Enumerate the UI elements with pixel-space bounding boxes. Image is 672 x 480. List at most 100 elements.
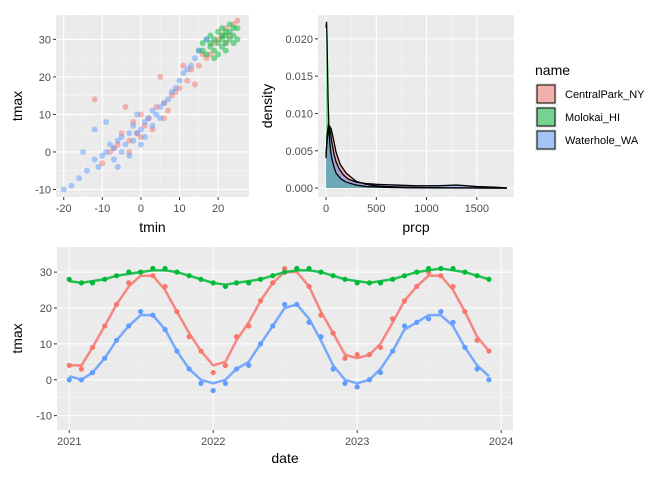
point-Molokai_HI [207,32,214,39]
point-Waterhole_WA [145,115,152,122]
point-Waterhole_WA [114,137,121,144]
point-Waterhole_WA [138,308,144,315]
x-tick-label: 2021 [57,436,81,448]
y-axis-title: tmax [9,91,25,121]
panel-background [318,15,514,197]
y-tick-label: 30 [39,34,51,46]
point-Molokai_HI [222,47,229,54]
y-tick-label: 0.015 [285,71,313,83]
legend-label: CentralPark_NY [565,89,645,101]
point-Waterhole_WA [95,163,102,170]
legend-label: Waterhole_WA [565,135,639,147]
point-Waterhole_WA [141,118,148,125]
point-Molokai_HI [211,47,218,54]
x-tick-label: 10 [173,203,185,215]
y-tick-label: 10 [40,339,52,351]
point-Waterhole_WA [134,130,141,137]
point-Molokai_HI [234,36,241,43]
point-Waterhole_WA [76,175,83,182]
point-Waterhole_WA [126,130,133,137]
legend-label: Molokai_HI [565,112,620,124]
density-line-Waterhole_WA [325,123,508,189]
point-Waterhole_WA [91,156,98,163]
point-CentralPark_NY [99,160,106,167]
x-tick-label: 2022 [201,436,225,448]
point-Waterhole_WA [354,384,360,390]
point-Waterhole_WA [246,362,252,369]
point-Molokai_HI [215,51,222,58]
point-Waterhole_WA [107,141,114,148]
point-Waterhole_WA [161,100,168,107]
point-CentralPark_NY [234,17,241,24]
point-CentralPark_NY [195,62,202,69]
y-tick-label: -10 [35,184,51,196]
point-Waterhole_WA [184,66,191,73]
x-tick-label: -20 [56,203,72,215]
y-tick-label: -10 [36,411,52,423]
point-CentralPark_NY [184,77,191,84]
point-Molokai_HI [215,28,222,35]
y-tick-label: 0.005 [285,146,313,158]
point-CentralPark_NY [222,362,229,369]
point-Waterhole_WA [149,122,156,129]
point-Waterhole_WA [401,323,408,329]
point-Waterhole_WA [222,380,229,386]
point-Waterhole_WA [99,152,106,159]
point-Waterhole_WA [195,47,202,54]
point-Waterhole_WA [153,111,160,118]
point-Molokai_HI [226,21,233,28]
point-Molokai_HI [218,32,225,39]
y-axis-title: density [259,84,275,128]
panel-date_tmax: 2021 2022 2023 2024 -10 0 10 20 30 date tmax [9,247,513,466]
point-Waterhole_WA [180,70,187,77]
point-Waterhole_WA [149,107,156,114]
point-CentralPark_NY [164,107,171,114]
point-Waterhole_WA [164,96,171,103]
point-Waterhole_WA [68,182,75,189]
point-Waterhole_WA [103,148,110,155]
y-tick-label: 30 [40,267,52,279]
smooth-line-Molokai_HI [69,267,490,286]
point-Waterhole_WA [486,377,492,383]
point-Waterhole_WA [168,88,175,95]
y-tick-label: 10 [39,109,51,121]
point-Molokai_HI [226,36,233,43]
x-tick-label: 1000 [414,203,438,215]
point-CentralPark_NY [282,265,288,272]
point-Molokai_HI [203,51,210,58]
point-Waterhole_WA [130,137,137,144]
x-axis-title: prcp [402,219,429,235]
point-CentralPark_NY [78,366,85,372]
y-tick-label: 0.010 [285,108,313,120]
point-CentralPark_NY [91,96,98,103]
point-Waterhole_WA [282,301,288,308]
point-Waterhole_WA [91,126,98,133]
point-Molokai_HI [215,40,222,47]
point-Waterhole_WA [110,145,117,152]
x-axis-title: tmin [139,219,165,235]
x-tick-label: 2023 [345,436,369,448]
x-tick-label: 2024 [489,436,513,448]
point-Waterhole_WA [198,380,204,386]
y-tick-label: 0.020 [285,34,313,46]
plots-layer: -20 -10 0 10 20 -10 0 10 20 30 tmin tmax 0 500 1000 150… [9,15,514,466]
point-Waterhole_WA [438,308,444,315]
legend-key-Molokai_HI [536,107,556,127]
legend-items: CentralPark_NY Molokai_HI Waterhole_WA [535,83,645,151]
point-Molokai_HI [199,40,206,47]
point-Waterhole_WA [425,316,432,322]
marks [325,21,508,189]
point-Waterhole_WA [66,377,72,383]
point-Waterhole_WA [83,167,90,174]
point-Waterhole_WA [137,141,144,148]
x-tick-label: 500 [367,203,385,215]
x-tick-label: 1500 [465,203,489,215]
point-Molokai_HI [218,43,225,50]
legend-key-CentralPark_NY [536,84,556,104]
y-axis-title: tmax [9,323,25,353]
point-Molokai_HI [211,55,218,62]
point-Waterhole_WA [134,111,141,118]
density-line-Molokai_HI [325,21,507,189]
x-tick-label: -10 [94,203,110,215]
